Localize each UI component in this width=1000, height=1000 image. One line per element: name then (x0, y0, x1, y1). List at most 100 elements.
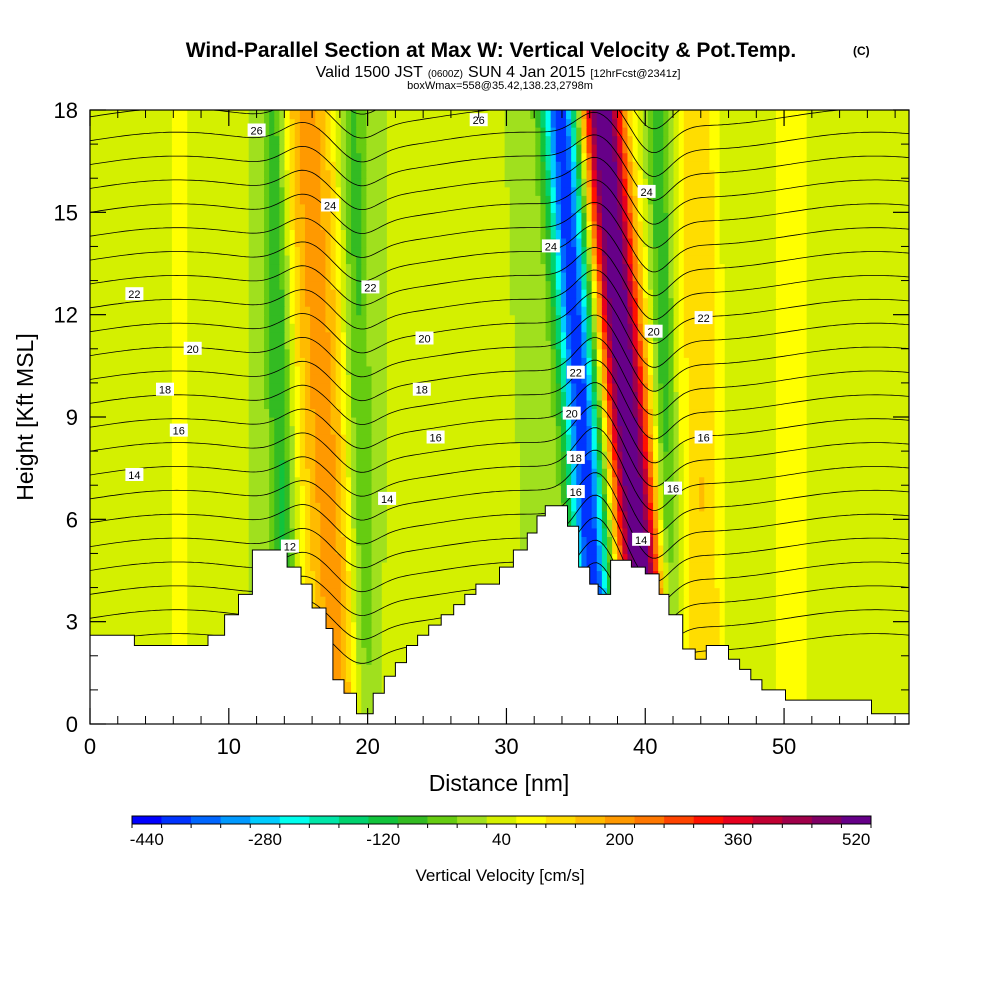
axes: 0 10 20 30 40 50 0 3 6 9 12 15 18 (54, 98, 909, 759)
colorbar-tick-label: -120 (366, 830, 400, 849)
contour-label: 16 (566, 485, 585, 499)
y-tick-label: 6 (66, 507, 78, 532)
copyright-mark: (C) (853, 44, 870, 58)
colorbar-swatch (486, 816, 517, 824)
contour-label: 20 (415, 331, 434, 346)
contour-label: 16 (664, 481, 682, 496)
theta-contour (90, 247, 909, 321)
contour-label: 24 (541, 239, 560, 253)
valid-date: SUN 4 Jan 2015 (468, 64, 586, 81)
colorbar-tick-label: 40 (492, 830, 511, 849)
boxwmax-line: boxWmax=558@35.42,138.23,2798m (407, 80, 593, 92)
theta-contour (90, 517, 909, 607)
contour-label: 24 (637, 184, 656, 199)
theta-contour (90, 224, 909, 297)
colorbar-swatch (545, 816, 576, 824)
x-tick-label: 10 (217, 734, 241, 759)
theta-contour (90, 314, 909, 392)
colorbar-swatch (604, 816, 635, 824)
colorbar-swatch (516, 816, 547, 824)
theta-contour (90, 111, 909, 177)
y-axis-label: Height [Kft MSL] (12, 333, 38, 500)
theta-contour (90, 269, 909, 344)
colorbar-swatch (309, 816, 340, 824)
svg-text:18: 18 (159, 385, 171, 397)
svg-text:22: 22 (364, 282, 376, 294)
svg-text:24: 24 (640, 187, 652, 199)
y-tick-label: 3 (66, 610, 78, 635)
theta-contour (90, 110, 909, 153)
colorbar-frame (131, 815, 872, 825)
x-tick-label: 0 (84, 734, 96, 759)
contour-label: 14 (125, 468, 144, 482)
contour-label: 16 (169, 423, 188, 438)
contour-label: 14 (378, 491, 397, 506)
svg-text:20: 20 (566, 409, 578, 421)
x-tick-label: 30 (494, 734, 518, 759)
contour-labels: 26 26 24 24 24 22 22 22 20 20 20 18 18 16 16 16 22 20 18 16… (125, 113, 713, 554)
contour-label: 18 (156, 382, 174, 397)
contour-label: 16 (426, 430, 445, 445)
svg-text:16: 16 (667, 484, 679, 496)
svg-text:22: 22 (697, 313, 709, 325)
contour-label: 20 (562, 406, 581, 421)
svg-text:14: 14 (635, 535, 647, 547)
contour-label: 26 (469, 113, 488, 127)
colorbar-swatch (279, 816, 310, 824)
contour-label: 12 (280, 539, 299, 554)
colorbar-swatch (161, 816, 192, 824)
y-tick-label: 12 (54, 303, 78, 328)
colorbar-swatch (634, 816, 665, 824)
theta-contour (90, 179, 909, 249)
contour-label: 22 (566, 365, 585, 380)
colorbar-swatch (250, 816, 281, 824)
contour-label: 20 (644, 324, 663, 339)
svg-text:26: 26 (250, 126, 262, 138)
colorbar-swatch (338, 816, 369, 824)
colorbar-swatch (841, 816, 872, 824)
colorbar-tick-label: -280 (248, 830, 282, 849)
svg-text:18: 18 (570, 453, 582, 465)
colorbar-swatch (693, 816, 724, 824)
valid-prefix: Valid 1500 JST (316, 64, 424, 81)
svg-text:22: 22 (128, 289, 140, 301)
colorbar-swatch (427, 816, 458, 824)
svg-text:20: 20 (418, 334, 430, 346)
theta-contour (90, 382, 909, 464)
contour-label: 26 (247, 123, 266, 138)
colorbar-swatch (457, 816, 488, 824)
valid-time-line: Valid 1500 JST (0600Z) SUN 4 Jan 2015 [12hr… (316, 64, 681, 81)
contour-label: 24 (321, 198, 340, 213)
contour-label: 20 (183, 341, 202, 356)
contour-label: 16 (694, 430, 713, 445)
theta-contour (90, 494, 909, 583)
colorbar-tick-label: 360 (724, 830, 752, 849)
terrain-mask (90, 505, 909, 724)
colorbar-swatch (752, 816, 783, 824)
svg-text:14: 14 (128, 470, 140, 482)
theta-contour (90, 156, 909, 225)
colorbar-label: Vertical Velocity [cm/s] (415, 866, 584, 885)
colorbar-swatch (811, 816, 842, 824)
svg-text:12: 12 (284, 542, 296, 554)
theta-contour (90, 427, 909, 511)
contour-label: 22 (361, 280, 380, 294)
colorbar-tick-label: 520 (842, 830, 870, 849)
svg-text:16: 16 (173, 426, 185, 438)
contour-label: 14 (632, 532, 651, 547)
theta-contour (90, 201, 909, 273)
y-tick-label: 15 (54, 200, 78, 225)
forecast-info: [12hrFcst@2341z] (590, 68, 680, 80)
colorbar-swatch (398, 816, 428, 824)
theta-contour (90, 359, 909, 440)
colorbar-swatch (664, 816, 694, 824)
colorbar-swatch (782, 816, 813, 824)
y-tick-label: 0 (66, 712, 78, 737)
x-tick-label: 40 (633, 734, 657, 759)
svg-text:16: 16 (697, 433, 709, 445)
colorbar-swatch (220, 816, 251, 824)
svg-text:16: 16 (429, 433, 441, 445)
colorbar-swatch (191, 816, 221, 824)
svg-text:24: 24 (324, 201, 336, 213)
